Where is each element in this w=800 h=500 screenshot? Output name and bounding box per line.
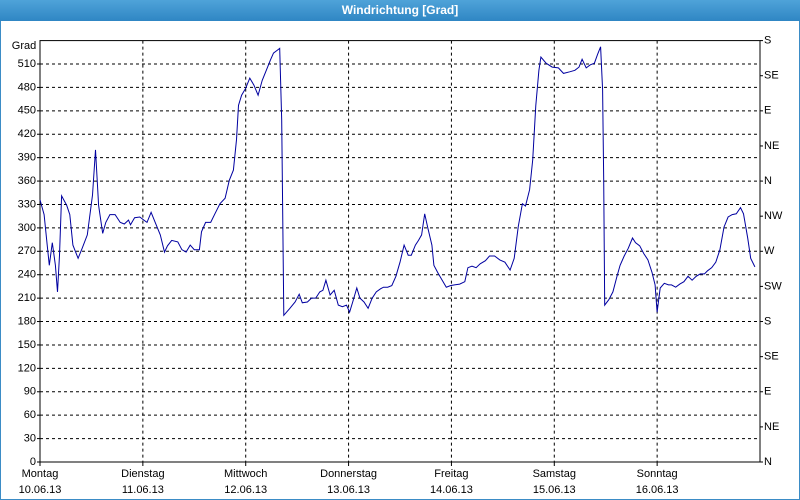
y-tick-label: 510	[18, 58, 36, 70]
y2-tick-label: S	[764, 315, 771, 327]
y-tick-label: 450	[18, 105, 36, 117]
x-tick-label: Mittwoch	[224, 468, 267, 480]
x-tick-label: 16.06.13	[636, 484, 679, 496]
y-tick-label: 480	[18, 81, 36, 93]
y2-tick-label: NW	[764, 210, 783, 222]
y2-tick-label: NE	[764, 140, 779, 152]
x-tick-label: Dienstag	[121, 468, 164, 480]
title-bar	[0, 0, 800, 21]
y-tick-label: 390	[18, 152, 36, 164]
y-tick-label: 270	[18, 245, 36, 257]
x-tick-label: 11.06.13	[122, 484, 164, 496]
y-tick-label: 90	[24, 386, 36, 398]
y2-tick-label: N	[764, 175, 772, 187]
y-tick-label: 330	[18, 198, 36, 210]
y-tick-label: 210	[18, 292, 36, 304]
y-tick-label: 120	[18, 362, 36, 374]
y-tick-label: 0	[30, 456, 36, 468]
y2-tick-label: W	[764, 245, 775, 257]
y2-tick-label: E	[764, 105, 771, 117]
y-tick-label: 30	[24, 432, 36, 444]
x-tick-label: Montag	[22, 468, 59, 480]
y2-tick-label: SW	[764, 280, 782, 292]
x-tick-label: Sonntag	[637, 468, 678, 480]
y-tick-label: 60	[24, 409, 36, 421]
x-tick-label: Freitag	[434, 468, 468, 480]
y2-tick-label: SE	[764, 70, 779, 82]
x-tick-label: 12.06.13	[224, 484, 267, 496]
data-line	[39, 46, 756, 317]
chart-title: Windrichtung [Grad]	[342, 3, 459, 17]
y-axis-label: Grad	[12, 40, 36, 52]
y2-tick-label: N	[764, 456, 772, 468]
x-tick-label: 10.06.13	[19, 484, 62, 496]
y-tick-label: 420	[18, 128, 36, 140]
y-tick-label: 360	[18, 175, 36, 187]
y2-tick-label: S	[764, 35, 771, 47]
y2-tick-label: NE	[764, 421, 779, 433]
x-tick-label: 14.06.13	[430, 484, 473, 496]
y2-tick-label: SE	[764, 351, 779, 363]
y-tick-label: 150	[18, 339, 36, 351]
y-tick-label: 240	[18, 269, 36, 281]
y-tick-label: 180	[18, 315, 36, 327]
y2-tick-label: E	[764, 386, 771, 398]
y-tick-label: 300	[18, 222, 36, 234]
x-tick-label: Donnerstag	[320, 468, 377, 480]
x-tick-label: Samstag	[533, 468, 576, 480]
x-tick-label: 15.06.13	[533, 484, 576, 496]
x-tick-label: 13.06.13	[327, 484, 370, 496]
